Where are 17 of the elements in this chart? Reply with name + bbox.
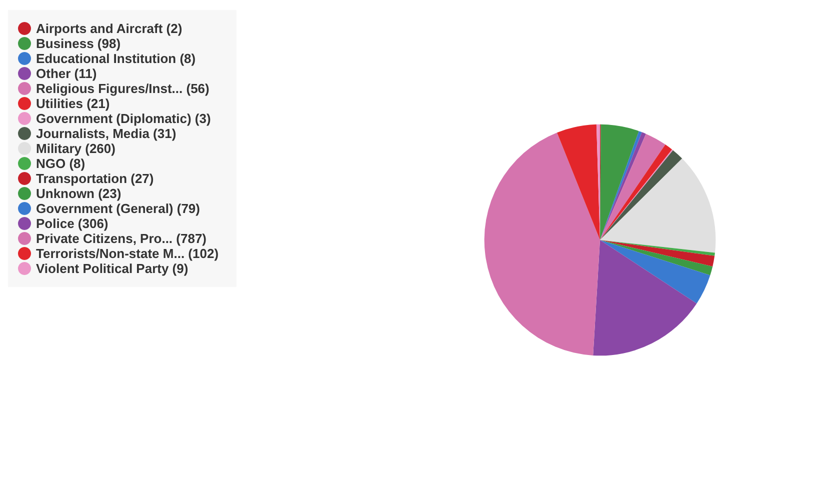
legend-label: Religious Figures/Inst... (56) bbox=[36, 81, 210, 96]
legend-label: Military (260) bbox=[36, 141, 116, 156]
legend-label: Business (98) bbox=[36, 36, 121, 51]
legend-label: Educational Institution (8) bbox=[36, 51, 196, 66]
legend-label: Utilities (21) bbox=[36, 96, 110, 111]
legend-label: Other (11) bbox=[36, 66, 97, 81]
legend-label: Journalists, Media (31) bbox=[36, 126, 176, 141]
legend-label: Airports and Aircraft (2) bbox=[36, 21, 182, 36]
legend-label: Violent Political Party (9) bbox=[36, 261, 188, 276]
legend-label: NGO (8) bbox=[36, 156, 86, 171]
legend-label: Police (306) bbox=[36, 216, 108, 231]
legend-label: Terrorists/Non-state M... (102) bbox=[36, 246, 219, 261]
legend-label: Government (General) (79) bbox=[36, 201, 200, 216]
legend-label: Government (Diplomatic) (3) bbox=[36, 111, 211, 126]
legend-label: Transportation (27) bbox=[36, 171, 154, 186]
legend-label: Private Citizens, Pro... (787) bbox=[36, 231, 207, 246]
legend-label: Unknown (23) bbox=[36, 186, 122, 201]
